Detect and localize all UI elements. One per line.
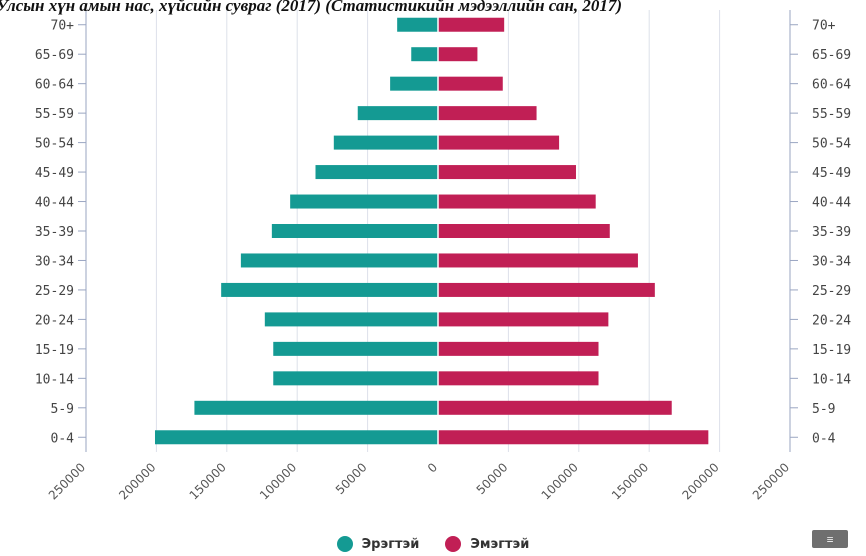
- bar-male: [411, 47, 438, 62]
- bar-female: [438, 17, 505, 32]
- bar-female: [438, 312, 609, 327]
- y-tick-label-left: 25-29: [35, 284, 74, 299]
- bar-female: [438, 282, 655, 297]
- y-tick-label-left: 15-19: [35, 343, 74, 358]
- x-tick-label: 100000: [257, 460, 299, 502]
- x-tick-label: 200000: [679, 460, 721, 502]
- legend-male-label: Эрэгтэй: [361, 536, 420, 552]
- bar-female: [438, 76, 503, 91]
- y-tick-label-right: 60-64: [812, 78, 851, 93]
- x-tick-label: 250000: [46, 460, 88, 502]
- bar-male: [273, 371, 438, 386]
- y-tick-label-left: 50-54: [35, 137, 74, 152]
- y-tick-label-right: 15-19: [812, 343, 851, 358]
- bar-male: [240, 253, 438, 268]
- bar-male: [154, 430, 438, 445]
- bar-male: [333, 135, 438, 150]
- y-tick-label-left: 55-59: [35, 107, 74, 122]
- bar-male: [290, 194, 438, 209]
- y-tick-label-left: 30-34: [35, 254, 74, 269]
- y-tick-label-right: 10-14: [812, 372, 851, 387]
- bar-male: [194, 400, 438, 415]
- legend-female-swatch: [445, 536, 462, 552]
- chart-menu-button[interactable]: ≡: [812, 530, 848, 548]
- bar-female: [438, 341, 599, 356]
- y-tick-label-right: 35-39: [812, 225, 851, 240]
- y-tick-label-right: 70+: [812, 19, 836, 34]
- legend-male-swatch: [336, 536, 353, 552]
- bar-male: [357, 106, 438, 121]
- x-tick-label: 100000: [539, 460, 581, 502]
- y-tick-label-right: 25-29: [812, 284, 851, 299]
- bar-male: [390, 76, 438, 91]
- x-tick-label: 250000: [750, 460, 792, 502]
- y-tick-label-right: 55-59: [812, 107, 851, 122]
- y-tick-label-right: 5-9: [812, 402, 835, 417]
- y-tick-label-right: 45-49: [812, 166, 851, 181]
- bar-female: [438, 253, 638, 268]
- bar-female: [438, 135, 560, 150]
- legend-female-label: Эмэгтэй: [470, 536, 530, 552]
- bar-male: [397, 17, 438, 32]
- y-tick-label-left: 35-39: [35, 225, 74, 240]
- bar-male: [221, 282, 438, 297]
- x-tick-label: 0: [425, 460, 440, 475]
- legend-item-female[interactable]: Эмэгтэй: [445, 536, 529, 552]
- legend: Эрэгтэй Эмэгтэй: [0, 536, 866, 552]
- y-tick-label-right: 20-24: [812, 313, 851, 328]
- x-tick-label: 150000: [609, 460, 651, 502]
- bar-male: [315, 165, 438, 180]
- bar-male: [273, 341, 438, 356]
- y-tick-label-right: 50-54: [812, 137, 851, 152]
- y-tick-label-left: 40-44: [35, 196, 74, 211]
- y-tick-label-right: 65-69: [812, 48, 851, 63]
- bar-female: [438, 430, 709, 445]
- x-tick-label: 50000: [333, 460, 370, 497]
- y-tick-label-left: 20-24: [35, 313, 74, 328]
- legend-item-male[interactable]: Эрэгтэй: [336, 536, 420, 552]
- bar-female: [438, 106, 537, 121]
- bar-male: [271, 224, 438, 238]
- y-tick-label-left: 5-9: [51, 402, 74, 417]
- y-tick-label-left: 45-49: [35, 166, 74, 181]
- bar-female: [438, 371, 599, 386]
- x-tick-label: 150000: [187, 460, 229, 502]
- bar-female: [438, 194, 596, 209]
- x-tick-label: 200000: [116, 460, 158, 502]
- chart-title: Улсын хүн амын нас, хүйсийн сувраг (2017…: [0, 0, 623, 15]
- menu-icon: ≡: [826, 532, 834, 546]
- y-tick-label-left: 70+: [51, 19, 75, 34]
- bar-female: [438, 400, 672, 415]
- y-tick-label-left: 65-69: [35, 48, 74, 63]
- y-tick-label-right: 30-34: [812, 254, 851, 269]
- bar-female: [438, 165, 576, 180]
- bar-male: [264, 312, 438, 327]
- y-tick-label-right: 0-4: [812, 431, 836, 446]
- y-tick-label-left: 60-64: [35, 78, 74, 93]
- y-tick-label-right: 40-44: [812, 196, 851, 211]
- bar-female: [438, 224, 610, 238]
- y-tick-label-left: 0-4: [51, 431, 75, 446]
- y-tick-label-left: 10-14: [35, 372, 74, 387]
- bar-female: [438, 47, 478, 62]
- x-tick-label: 50000: [474, 460, 511, 497]
